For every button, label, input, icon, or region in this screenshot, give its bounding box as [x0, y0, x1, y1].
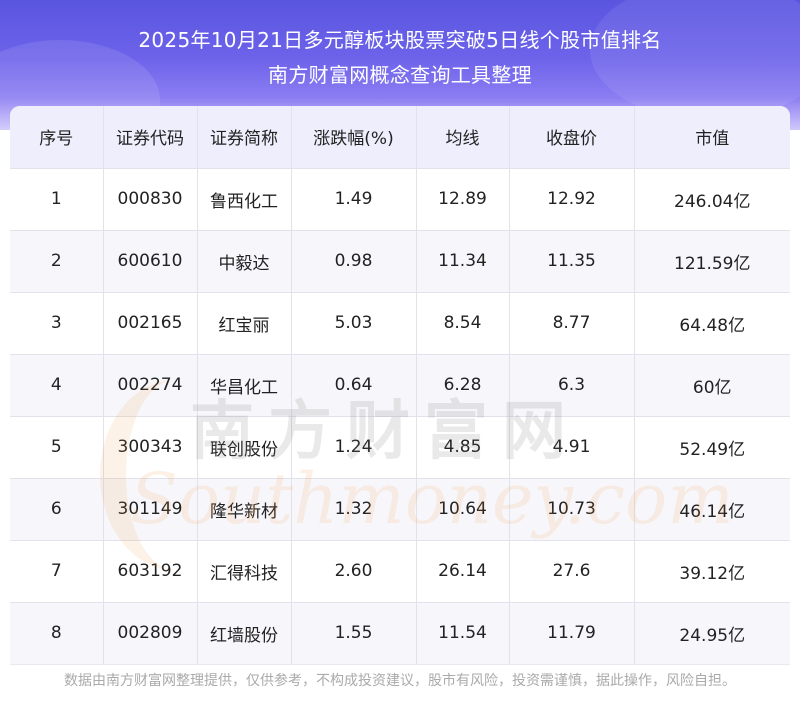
table-row: 5 300343 联创股份 1.24 4.85 4.91 52.49亿 — [10, 416, 790, 479]
table-cell: 8 — [10, 602, 103, 664]
table-cell: 11.79 — [508, 602, 634, 664]
table-cell: 鲁西化工 — [196, 168, 291, 231]
table-cell: 52.49亿 — [633, 416, 790, 479]
table-cell: 3 — [10, 292, 103, 355]
table-cell: 1 — [10, 168, 103, 231]
table-row: 8 002809 红墙股份 1.55 11.54 11.79 24.95亿 — [10, 602, 790, 664]
table-cell: 6 — [10, 478, 103, 541]
table-cell: 汇得科技 — [196, 540, 291, 603]
table-cell: 4.91 — [508, 416, 634, 479]
table-cell: 8.77 — [508, 292, 634, 355]
table-row: 3 002165 红宝丽 5.03 8.54 8.77 64.48亿 — [10, 292, 790, 355]
table-cell: 联创股份 — [196, 416, 291, 479]
table-cell: 1.24 — [290, 416, 416, 479]
table-cell: 6.28 — [415, 354, 509, 417]
table-cell: 红宝丽 — [196, 292, 291, 355]
table-cell: 603192 — [102, 540, 197, 603]
table-cell: 11.35 — [508, 230, 634, 293]
table-cell: 华昌化工 — [196, 354, 291, 417]
table-cell: 39.12亿 — [633, 540, 790, 603]
table-row: 1 000830 鲁西化工 1.49 12.89 12.92 246.04亿 — [10, 168, 790, 231]
table-cell: 2.60 — [290, 540, 416, 603]
column-header: 均线 — [415, 106, 509, 169]
table-cell: 4.85 — [415, 416, 509, 479]
table-cell: 0.64 — [290, 354, 416, 417]
column-header: 涨跌幅(%) — [290, 106, 416, 169]
table-cell: 10.73 — [508, 478, 634, 541]
table-row: 7 603192 汇得科技 2.60 26.14 27.6 39.12亿 — [10, 540, 790, 603]
table-cell: 7 — [10, 540, 103, 603]
table-cell: 4 — [10, 354, 103, 417]
table-cell: 5 — [10, 416, 103, 479]
table-cell: 002274 — [102, 354, 197, 417]
column-header: 序号 — [10, 106, 103, 169]
table-cell: 27.6 — [508, 540, 634, 603]
table-cell: 60亿 — [633, 354, 790, 417]
table-cell: 121.59亿 — [633, 230, 790, 293]
table-cell: 64.48亿 — [633, 292, 790, 355]
stock-table: 序号 证券代码 证券简称 涨跌幅(%) 均线 收盘价 市值 1 000830 鲁… — [10, 106, 790, 664]
table-cell: 002165 — [102, 292, 197, 355]
table-cell: 红墙股份 — [196, 602, 291, 664]
table-cell: 46.14亿 — [633, 478, 790, 541]
table-cell: 5.03 — [290, 292, 416, 355]
table-cell: 2 — [10, 230, 103, 293]
table-card: 序号 证券代码 证券简称 涨跌幅(%) 均线 收盘价 市值 1 000830 鲁… — [10, 106, 790, 664]
column-header: 证券代码 — [102, 106, 197, 169]
table-cell: 10.64 — [415, 478, 509, 541]
table-cell: 600610 — [102, 230, 197, 293]
table-cell: 26.14 — [415, 540, 509, 603]
page-subtitle: 南方财富网概念查询工具整理 — [268, 63, 532, 87]
table-cell: 隆华新材 — [196, 478, 291, 541]
table-cell: 中毅达 — [196, 230, 291, 293]
table-row: 4 002274 华昌化工 0.64 6.28 6.3 60亿 — [10, 354, 790, 417]
column-header: 市值 — [633, 106, 790, 169]
table-cell: 8.54 — [415, 292, 509, 355]
table-cell: 11.34 — [415, 230, 509, 293]
table-cell: 11.54 — [415, 602, 509, 664]
table-cell: 12.92 — [508, 168, 634, 231]
page-title: 2025年10月21日多元醇板块股票突破5日线个股市值排名 — [138, 28, 662, 52]
table-cell: 24.95亿 — [633, 602, 790, 664]
footer-divider — [10, 664, 790, 665]
table-cell: 1.49 — [290, 168, 416, 231]
table-cell: 1.55 — [290, 602, 416, 664]
table-cell: 002809 — [102, 602, 197, 664]
footer-disclaimer: 数据由南方财富网整理提供，仅供参考，不构成投资建议，股市有风险，投资需谨慎，据此… — [64, 673, 736, 689]
table-cell: 6.3 — [508, 354, 634, 417]
table-cell: 0.98 — [290, 230, 416, 293]
table-cell: 300343 — [102, 416, 197, 479]
table-cell: 12.89 — [415, 168, 509, 231]
table-cell: 246.04亿 — [633, 168, 790, 231]
table-cell: 000830 — [102, 168, 197, 231]
table-cell: 301149 — [102, 478, 197, 541]
column-header: 证券简称 — [196, 106, 291, 169]
table-cell: 1.32 — [290, 478, 416, 541]
table-row: 2 600610 中毅达 0.98 11.34 11.35 121.59亿 — [10, 230, 790, 293]
table-header-row: 序号 证券代码 证券简称 涨跌幅(%) 均线 收盘价 市值 — [10, 106, 790, 169]
column-header: 收盘价 — [508, 106, 634, 169]
table-row: 6 301149 隆华新材 1.32 10.64 10.73 46.14亿 — [10, 478, 790, 541]
